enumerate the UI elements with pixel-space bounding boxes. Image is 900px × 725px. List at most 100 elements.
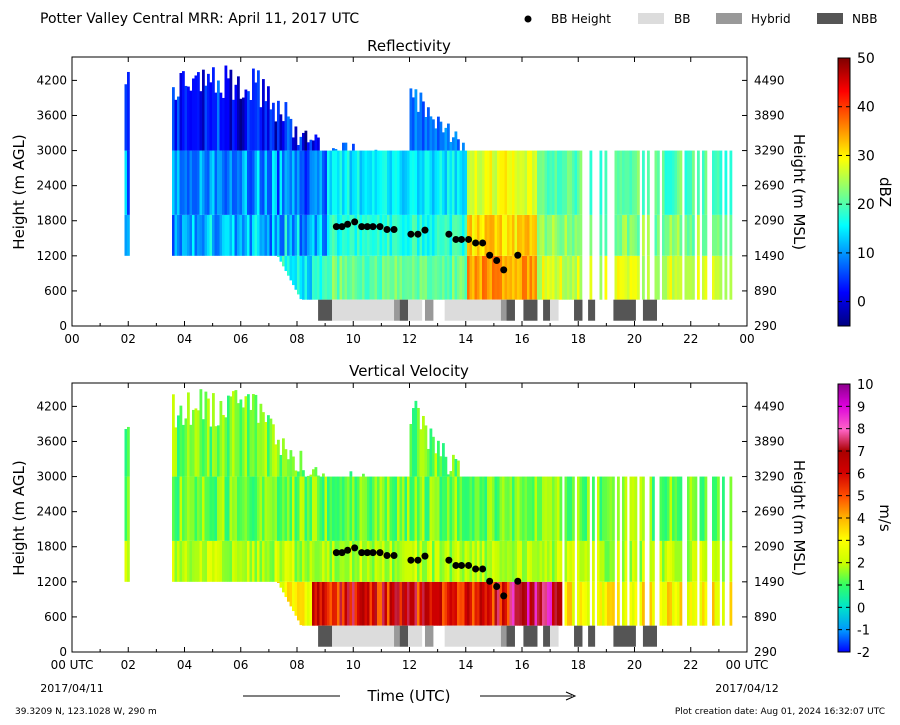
field-cell: [234, 540, 238, 582]
field-cell: [449, 150, 453, 215]
field-cell: [469, 150, 473, 215]
field-cell: [402, 476, 405, 541]
field-cell: [677, 214, 680, 256]
field-cell: [664, 150, 668, 215]
field-cell: [294, 540, 298, 582]
field-cell: [517, 476, 520, 541]
field-cell: [229, 214, 233, 256]
field-cell: [272, 102, 275, 151]
field-cell: [529, 581, 533, 626]
field-cell: [517, 255, 520, 300]
field-cell: [344, 255, 348, 300]
field-cell: [322, 214, 325, 256]
field-cell: [372, 581, 375, 626]
field-cell: [427, 150, 430, 215]
field-cell: [279, 454, 283, 477]
field-cell: [397, 476, 400, 541]
field-cell: [197, 540, 200, 582]
figure-title: Potter Valley Central MRR: April 11, 201…: [40, 11, 359, 27]
bb-height-point: [486, 251, 494, 259]
field-cell: [599, 214, 603, 256]
field-cell: [327, 476, 330, 541]
field-cell: [237, 150, 240, 215]
field-cell: [287, 255, 290, 276]
field-cell: [554, 476, 558, 541]
field-cell: [287, 150, 290, 215]
field-cell: [359, 150, 363, 215]
field-cell: [187, 150, 190, 215]
field-cell: [397, 581, 400, 626]
field-cell: [454, 581, 458, 626]
field-cell: [679, 255, 683, 300]
field-cell: [412, 150, 415, 215]
field-cell: [422, 101, 425, 151]
field-cell: [562, 214, 565, 256]
field-cell: [192, 150, 195, 215]
field-cell: [307, 581, 310, 626]
field-cell: [252, 214, 255, 256]
x-tick-label: 04: [177, 658, 192, 672]
field-cell: [509, 214, 513, 256]
field-cell: [217, 425, 220, 477]
field-cell: [522, 581, 525, 626]
y2-tick-label: 3290: [754, 144, 785, 158]
y-tick-label: 600: [44, 284, 67, 298]
field-cell: [544, 540, 548, 582]
field-cell: [692, 214, 695, 256]
field-cell: [257, 476, 260, 541]
field-cell: [349, 476, 353, 541]
field-cell: [632, 581, 635, 626]
field-cell: [429, 428, 433, 477]
field-cell: [284, 476, 288, 541]
field-cell: [432, 476, 435, 541]
field-cell: [392, 581, 395, 626]
field-cell: [269, 476, 273, 541]
bb-height-point: [369, 549, 377, 557]
field-cell: [634, 540, 638, 582]
bb-type-segment: [318, 299, 333, 321]
field-cell: [652, 581, 655, 626]
field-cell: [222, 476, 225, 541]
field-cell: [364, 214, 368, 256]
field-cell: [542, 214, 545, 256]
field-cell: [282, 438, 285, 477]
field-cell: [227, 395, 230, 477]
field-cell: [354, 255, 358, 300]
field-cell: [289, 476, 293, 541]
field-cell: [479, 581, 483, 626]
field-cell: [714, 476, 718, 541]
field-cell: [704, 540, 708, 582]
field-cell: [612, 540, 615, 582]
field-cell: [302, 150, 305, 215]
field-cell: [567, 476, 570, 541]
field-cell: [339, 150, 343, 215]
field-cell: [242, 97, 245, 151]
field-cell: [662, 540, 665, 582]
field-cell: [257, 70, 260, 151]
bb-height-point: [445, 230, 453, 238]
field-cell: [429, 255, 433, 300]
field-cell: [324, 581, 328, 626]
start-date: 2017/04/11: [40, 682, 103, 695]
field-cell: [319, 581, 323, 626]
field-cell: [669, 581, 673, 626]
field-cell: [364, 255, 368, 300]
field-cell: [532, 540, 535, 582]
field-cell: [637, 255, 640, 300]
field-cell: [712, 150, 715, 215]
field-cell: [567, 255, 570, 300]
field-cell: [297, 150, 300, 215]
bb-type-segment: [399, 625, 409, 647]
field-cell: [439, 121, 443, 151]
field-cell: [292, 456, 295, 477]
field-cell: [247, 394, 250, 477]
field-cell: [609, 540, 613, 582]
field-cell: [497, 255, 500, 300]
field-cell: [664, 581, 668, 626]
field-cell: [309, 540, 313, 582]
field-cell: [477, 540, 480, 582]
y2-tick-label: 1490: [754, 249, 785, 263]
field-cell: [437, 440, 440, 477]
field-cell: [459, 581, 463, 626]
field-cell: [659, 540, 663, 582]
